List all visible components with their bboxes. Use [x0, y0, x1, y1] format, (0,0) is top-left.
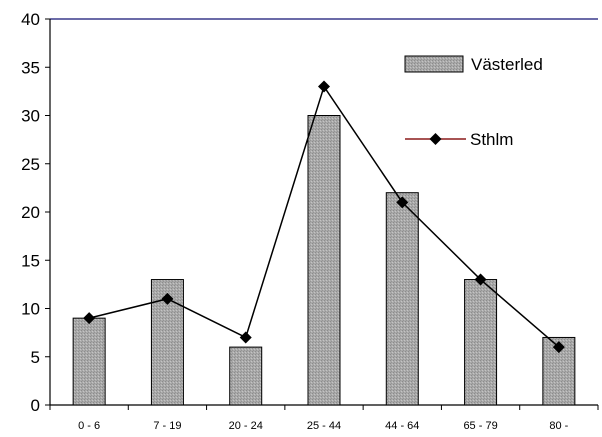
y-tick-label: 40 [21, 10, 40, 29]
x-tick-label: 7 - 19 [153, 420, 181, 432]
x-axis: 0 - 6 7 - 19 20 - 24 25 - 44 44 - 64 65 - 79 8… [49, 404, 599, 432]
legend-line-marker [429, 133, 442, 145]
y-tick-label: 10 [21, 300, 40, 319]
line-point [474, 273, 487, 286]
bar [385, 192, 419, 406]
bar [72, 317, 106, 406]
line-point [239, 331, 252, 344]
y-tick-label: 20 [21, 203, 40, 222]
line-series [83, 80, 565, 354]
line-point [318, 80, 330, 93]
legend-line-label: Sthlm [470, 130, 513, 149]
bar [307, 115, 341, 406]
bar [229, 346, 263, 406]
legend-bar-label: Västerled [471, 55, 543, 74]
y-tick-label: 30 [21, 107, 40, 126]
y-tick-label: 35 [21, 58, 40, 77]
y-tick-label: 0 [31, 396, 40, 415]
x-tick-label: 0 - 6 [78, 420, 100, 432]
line-point [396, 196, 409, 209]
line-point [161, 292, 174, 305]
x-tick-label: 65 - 79 [463, 420, 497, 432]
y-axis: 0 5 10 15 20 25 30 35 40 [21, 10, 51, 415]
legend: Västerled Sthlm [404, 55, 543, 149]
y-tick-label: 5 [31, 348, 40, 367]
x-tick-label: 25 - 44 [307, 420, 341, 432]
y-tick-label: 25 [21, 155, 40, 174]
bar-series [72, 115, 576, 406]
y-tick-label: 15 [21, 251, 40, 270]
line-point [552, 341, 565, 354]
line-point [83, 312, 96, 325]
legend-bar-swatch [404, 55, 464, 73]
x-tick-label: 20 - 24 [229, 420, 263, 432]
bar [464, 279, 498, 406]
x-tick-label: 80 - [549, 420, 568, 432]
x-tick-label: 44 - 64 [385, 420, 419, 432]
